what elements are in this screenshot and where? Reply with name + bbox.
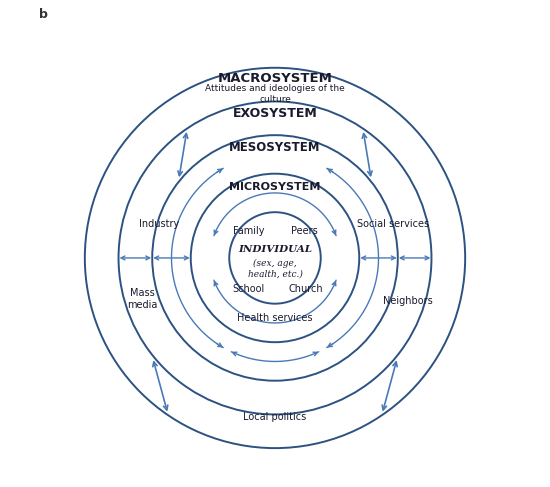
- Text: Attitudes and ideologies of the
culture: Attitudes and ideologies of the culture: [205, 84, 345, 104]
- Text: Family: Family: [233, 226, 264, 237]
- Text: Local politics: Local politics: [243, 412, 306, 422]
- Text: Health services: Health services: [237, 313, 313, 323]
- Text: EXOSYSTEM: EXOSYSTEM: [233, 107, 317, 119]
- Text: b: b: [39, 8, 48, 20]
- Text: Peers: Peers: [290, 226, 317, 237]
- Text: MACROSYSTEM: MACROSYSTEM: [218, 72, 332, 85]
- Text: INDIVIDUAL: INDIVIDUAL: [238, 245, 312, 254]
- Text: MESOSYSTEM: MESOSYSTEM: [229, 141, 321, 154]
- Text: Mass
media: Mass media: [128, 288, 158, 310]
- Text: MICROSYSTEM: MICROSYSTEM: [229, 182, 321, 192]
- Text: School: School: [233, 284, 265, 294]
- Text: Industry: Industry: [139, 219, 180, 229]
- Text: Church: Church: [288, 284, 323, 294]
- Text: (sex, age,
health, etc.): (sex, age, health, etc.): [248, 259, 302, 279]
- Text: Social services: Social services: [357, 219, 429, 229]
- Text: Neighbors: Neighbors: [382, 296, 432, 306]
